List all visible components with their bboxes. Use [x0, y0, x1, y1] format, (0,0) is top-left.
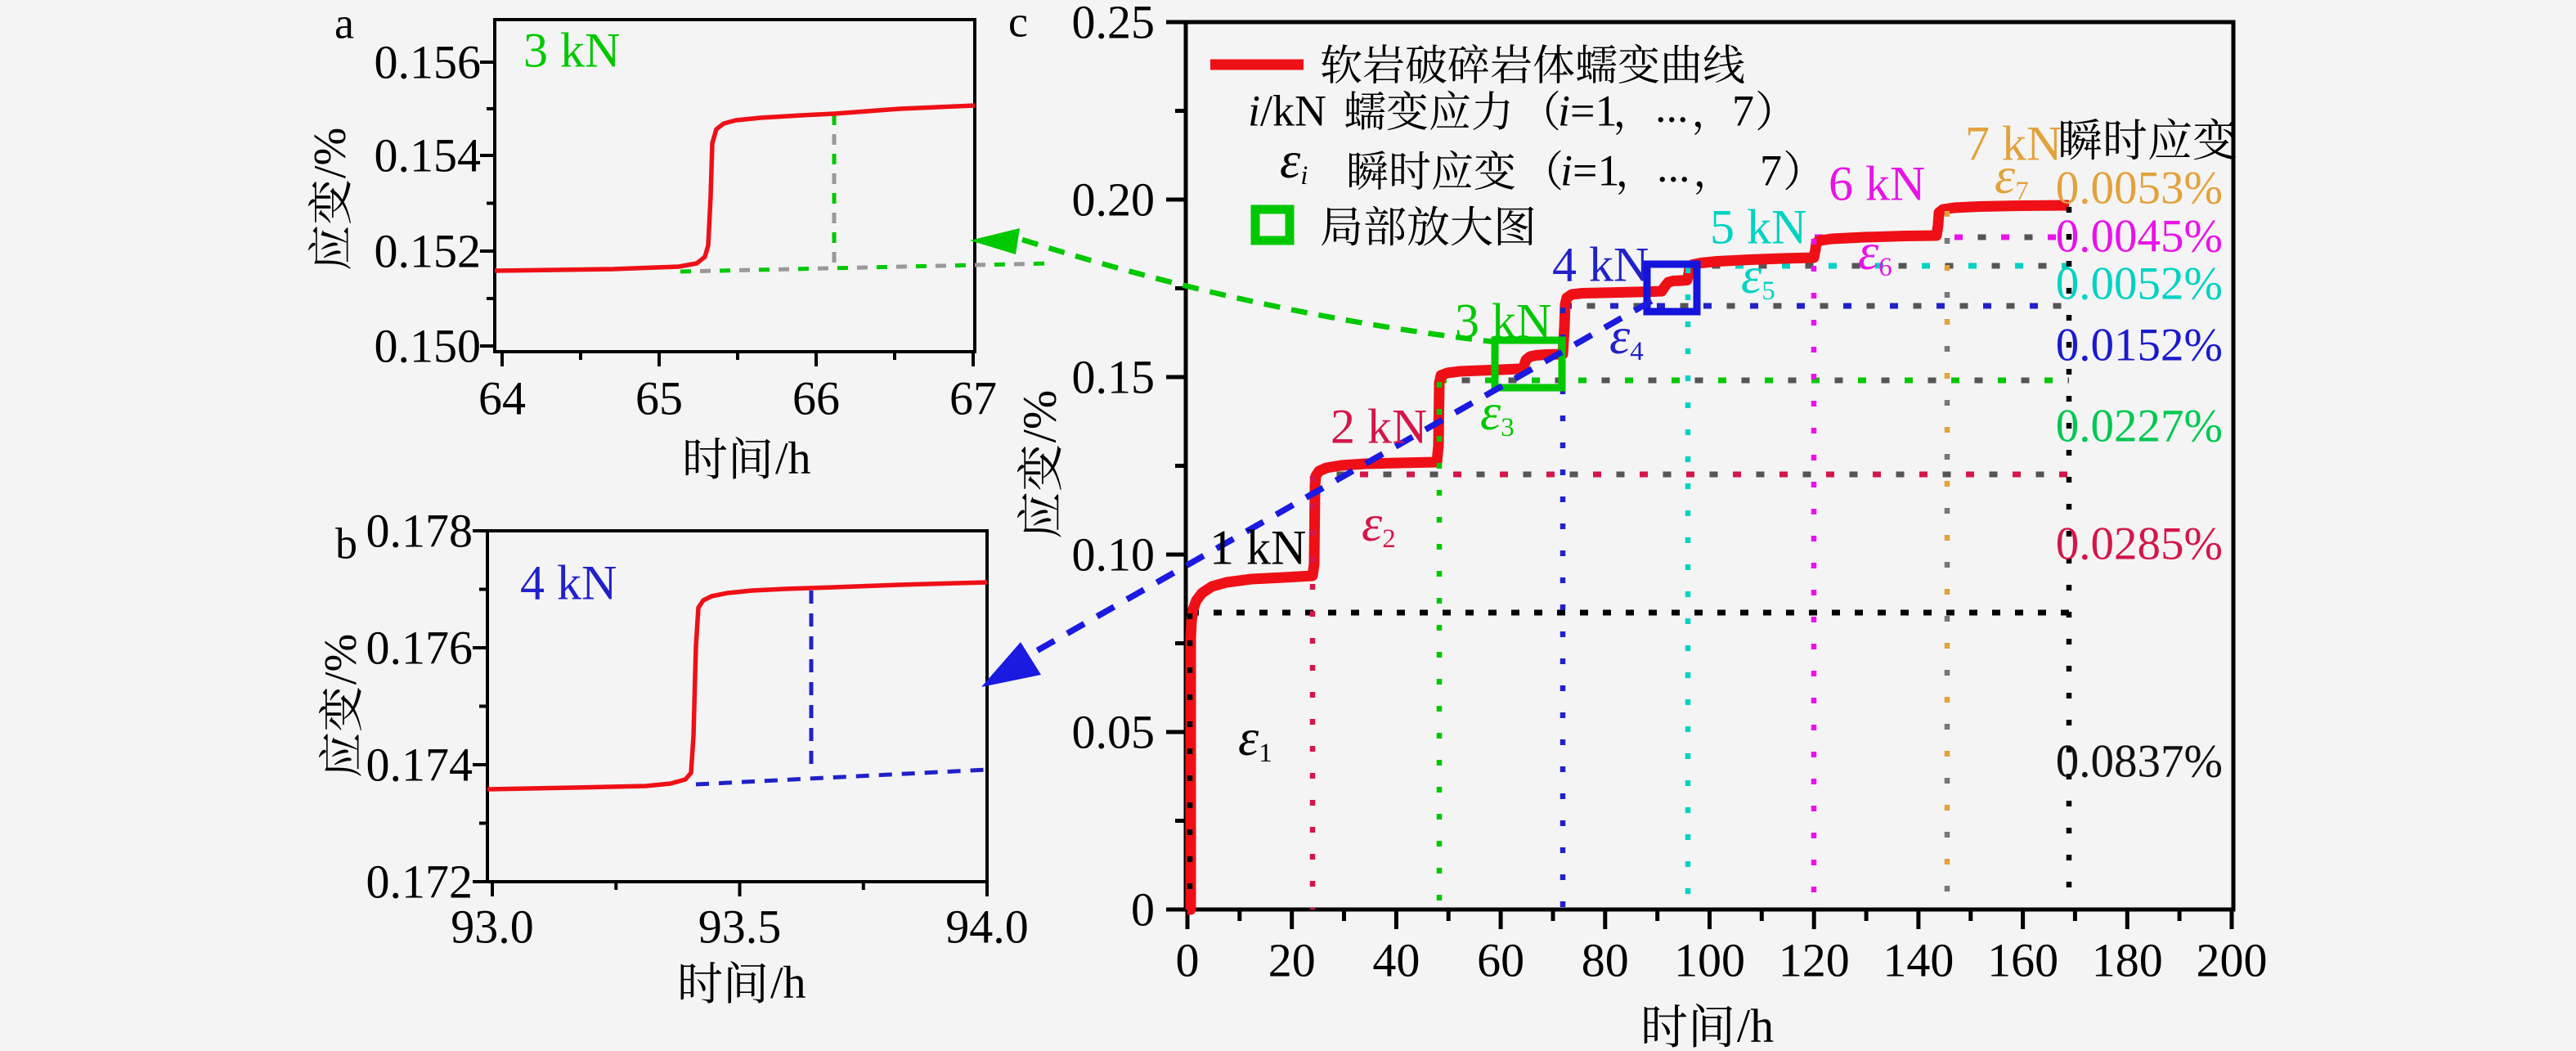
svg-text:120: 120 — [1779, 934, 1850, 987]
svg-text:0.05: 0.05 — [1072, 706, 1156, 759]
svg-text:i=1: i=1 — [1558, 86, 1617, 135]
svg-text:94.0: 94.0 — [945, 901, 1029, 954]
svg-text:0.0045%: 0.0045% — [2056, 210, 2223, 262]
svg-text:ε3: ε3 — [1480, 383, 1515, 442]
svg-text:0.0227%: 0.0227% — [2056, 400, 2223, 451]
svg-text:0.15: 0.15 — [1072, 351, 1156, 404]
svg-text:7: 7 — [1760, 146, 1782, 195]
svg-text:5 kN: 5 kN — [1710, 200, 1806, 254]
svg-text:40: 40 — [1372, 934, 1420, 987]
svg-text:7 kN: 7 kN — [1965, 116, 2062, 170]
svg-text:180: 180 — [2092, 934, 2163, 987]
svg-text:20: 20 — [1268, 934, 1316, 987]
svg-text:100: 100 — [1674, 934, 1745, 987]
svg-text:/h: /h — [770, 958, 806, 1008]
svg-text:0.152: 0.152 — [375, 225, 482, 278]
svg-text:65: 65 — [635, 372, 683, 425]
svg-text:b: b — [335, 519, 357, 568]
svg-text:a: a — [334, 0, 354, 47]
svg-text:0.25: 0.25 — [1072, 0, 1156, 49]
svg-text:ε4: ε4 — [1609, 307, 1644, 366]
svg-text:εi: εi — [1280, 131, 1308, 191]
svg-text:0.0837%: 0.0837% — [2056, 735, 2223, 787]
svg-text:ε5: ε5 — [1741, 246, 1775, 306]
svg-text:/%: /% — [316, 634, 366, 685]
svg-text:0.10: 0.10 — [1072, 528, 1156, 582]
svg-text:ε6: ε6 — [1858, 222, 1892, 282]
svg-text:i/kN: i/kN — [1248, 86, 1326, 135]
svg-text:0: 0 — [1176, 934, 1200, 987]
svg-text:93.5: 93.5 — [698, 901, 782, 954]
svg-text:4 kN: 4 kN — [1552, 237, 1649, 291]
svg-text:140: 140 — [1883, 934, 1954, 987]
svg-text:i=1: i=1 — [1560, 146, 1619, 195]
svg-text:1 kN: 1 kN — [1209, 520, 1306, 574]
svg-text:66: 66 — [792, 372, 840, 425]
svg-text:200: 200 — [2197, 934, 2268, 987]
svg-text:3 kN: 3 kN — [1455, 294, 1551, 348]
svg-text:4 kN: 4 kN — [520, 555, 617, 609]
svg-text:/h: /h — [1737, 999, 1774, 1051]
svg-text:/%: /% — [305, 128, 356, 178]
svg-text:160: 160 — [1987, 934, 2058, 987]
svg-text:...: ... — [1657, 141, 1690, 191]
svg-text:/h: /h — [775, 433, 811, 484]
svg-text:80: 80 — [1582, 934, 1629, 987]
svg-text:0.156: 0.156 — [375, 36, 482, 89]
svg-text:0.154: 0.154 — [375, 129, 482, 182]
svg-text:0.20: 0.20 — [1072, 173, 1156, 227]
svg-text:6 kN: 6 kN — [1829, 156, 1925, 210]
svg-text:0.174: 0.174 — [366, 739, 473, 792]
svg-text:0.0053%: 0.0053% — [2056, 162, 2223, 213]
svg-text:ε1: ε1 — [1238, 708, 1272, 768]
svg-text:3 kN: 3 kN — [523, 23, 620, 77]
svg-text:67: 67 — [949, 372, 997, 425]
svg-text:93.0: 93.0 — [451, 901, 534, 954]
svg-text:0.0052%: 0.0052% — [2056, 258, 2223, 309]
svg-text:/%: /% — [1013, 390, 1066, 442]
svg-text:0.150: 0.150 — [375, 320, 482, 373]
svg-text:0.0152%: 0.0152% — [2056, 319, 2223, 371]
svg-text:...: ... — [1655, 82, 1689, 131]
svg-text:0: 0 — [1131, 883, 1155, 936]
svg-text:0.172: 0.172 — [366, 856, 473, 909]
svg-text:60: 60 — [1477, 934, 1524, 987]
svg-text:0.178: 0.178 — [366, 505, 473, 558]
svg-text:7: 7 — [1732, 86, 1754, 135]
svg-text:64: 64 — [478, 372, 526, 425]
svg-text:ε2: ε2 — [1362, 494, 1396, 554]
svg-text:0.176: 0.176 — [366, 622, 473, 675]
svg-text:2 kN: 2 kN — [1331, 399, 1427, 453]
svg-text:ε7: ε7 — [1995, 146, 2029, 206]
svg-text:0.0285%: 0.0285% — [2056, 518, 2223, 569]
svg-text:c: c — [1008, 0, 1028, 46]
